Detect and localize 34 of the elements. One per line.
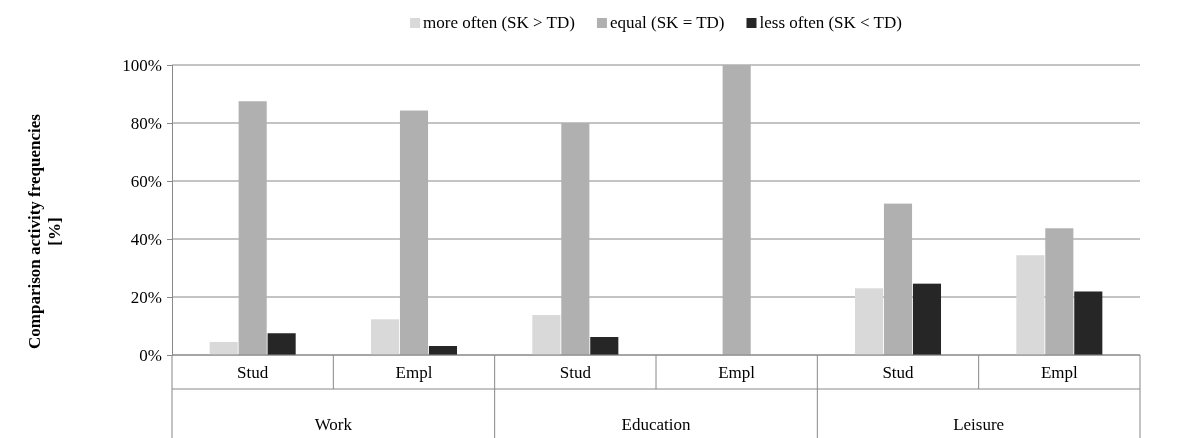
bar: [370, 319, 400, 355]
legend-label: equal (SK = TD): [609, 13, 725, 32]
bar: [561, 123, 590, 355]
x-tick-label: Stud: [237, 363, 269, 382]
y-tick-label: 20%: [130, 287, 162, 307]
legend-label: less often (SK < TD): [759, 13, 902, 32]
legend-label: more often (SK > TD): [423, 13, 575, 32]
text: Leisure: [953, 415, 1005, 434]
bar: [399, 110, 429, 355]
text: Education: [621, 415, 691, 434]
bar: [1016, 255, 1045, 355]
x-tick-label: Stud: [882, 363, 915, 382]
y-tick-label: 40%: [130, 229, 162, 249]
x-tick-label: Empl: [1040, 363, 1079, 382]
bar: [238, 101, 267, 355]
x-tick-label: Empl: [395, 363, 433, 382]
bar: [590, 337, 619, 355]
x-tick-label: Stud: [559, 363, 592, 382]
y-tick-label: 0%: [139, 345, 162, 365]
bar: [532, 314, 561, 355]
text: Work: [314, 415, 353, 434]
bar: [722, 65, 751, 355]
bar: [854, 288, 884, 355]
y-axis-title: Comparison activity frequencies [%]: [25, 113, 64, 349]
bar: [883, 203, 913, 355]
bar: [209, 341, 238, 355]
bar: [1045, 228, 1074, 355]
y-tick-label: 60%: [130, 171, 162, 191]
y-tick-label: 80%: [130, 113, 162, 133]
bar: [1074, 291, 1103, 355]
bar: [912, 283, 942, 355]
bar: [267, 333, 296, 355]
y-tick-label: 100%: [122, 55, 162, 75]
x-tick-label: Empl: [718, 363, 756, 382]
